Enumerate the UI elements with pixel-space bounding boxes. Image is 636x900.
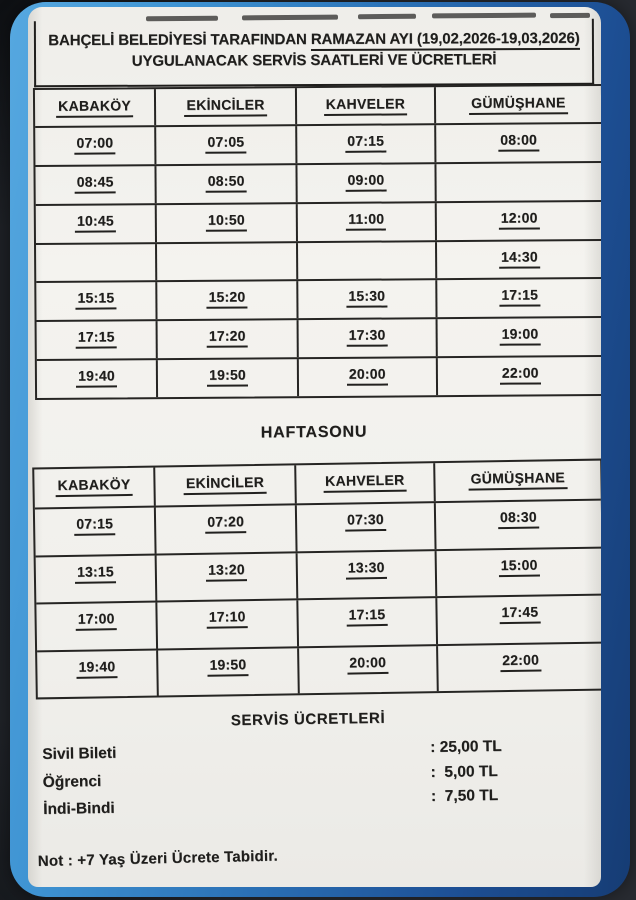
- time-cell: 15:15: [36, 282, 158, 321]
- time-cell: 19:50: [157, 359, 300, 398]
- scan-artifact: [357, 13, 417, 20]
- time-cell: 14:30: [437, 241, 601, 279]
- time-cell: 11:00: [297, 202, 437, 241]
- time-cell: [157, 242, 299, 281]
- title-prefix: BAHÇELİ BELEDİYESİ TARAFINDAN: [48, 31, 307, 50]
- time-cell: 19:40: [37, 650, 159, 698]
- table-row: 19:40 19:50 20:00 22:00: [37, 643, 601, 698]
- time-cell: 15:30: [298, 280, 438, 319]
- table-row: 07:00 07:05 07:15 08:00: [35, 124, 601, 167]
- weekend-schedule-table: KABAKÖY EKİNCİLER KAHVELER GÜMÜŞHANE 07:15 07…: [32, 458, 601, 700]
- time-cell: 20:00: [299, 645, 439, 694]
- table-row: 17:15 17:20 17:30 19:00: [36, 318, 601, 362]
- fee-label: İndi-Bindi: [43, 799, 115, 818]
- time-cell: 17:15: [298, 598, 438, 646]
- header-cell: KABAKÖY: [34, 89, 157, 126]
- fee-price: : 25,00 TL: [430, 737, 502, 756]
- title-line-2: UYGULANACAK SERVİS SAATLERİ VE ÜCRETLERİ: [131, 51, 497, 70]
- time-cell: 08:30: [436, 501, 601, 549]
- weekend-heading: HAFTASONU: [260, 423, 368, 442]
- time-cell: 13:15: [35, 555, 158, 603]
- header-cell: EKİNCİLER: [155, 465, 297, 506]
- title-highlight: RAMAZAN AYI (19,02,2026-19,03,2026): [310, 29, 580, 52]
- time-cell: [36, 243, 158, 282]
- fee-price: : 5,00 TL: [430, 762, 498, 781]
- page-title: BAHÇELİ BELEDİYESİ TARAFINDAN RAMAZAN AY…: [33, 18, 595, 88]
- time-cell: 10:50: [156, 203, 299, 242]
- header-cell: EKİNCİLER: [156, 88, 298, 126]
- document-page: BAHÇELİ BELEDİYESİ TARAFINDAN RAMAZAN AY…: [28, 7, 601, 887]
- header-row: KABAKÖY EKİNCİLER KAHVELER GÜMÜŞHANE: [34, 86, 601, 128]
- time-cell: 22:00: [438, 357, 601, 395]
- time-cell: 17:15: [437, 279, 601, 317]
- footer-note: Not : +7 Yaş Üzeri Ücrete Tabidir.: [37, 847, 279, 870]
- time-cell: 08:50: [156, 165, 298, 203]
- header-cell: KABAKÖY: [34, 467, 156, 508]
- fee-labels: Sivil Bileti Öğrenci İndi-Bindi: [42, 740, 118, 824]
- table-row: 19:40 19:50 20:00 22:00: [36, 357, 601, 398]
- time-cell: 07:05: [156, 126, 298, 164]
- table-row: 14:30: [36, 240, 601, 284]
- fee-label: Sivil Bileti: [42, 744, 117, 763]
- table-row: 10:45 10:50 11:00 12:00: [35, 201, 601, 245]
- photo-frame: BAHÇELİ BELEDİYESİ TARAFINDAN RAMAZAN AY…: [10, 2, 630, 897]
- time-cell: 07:00: [35, 127, 157, 165]
- time-cell: 15:00: [436, 548, 601, 596]
- header-cell: GÜMÜŞHANE: [436, 86, 601, 123]
- scan-artifact: [431, 12, 537, 19]
- time-cell: 08:00: [436, 124, 601, 162]
- time-cell: 13:20: [156, 552, 299, 601]
- time-cell: 07:30: [296, 503, 437, 551]
- time-cell: 09:00: [297, 164, 437, 202]
- time-cell: 19:40: [36, 360, 159, 398]
- weekday-schedule-table: KABAKÖY EKİNCİLER KAHVELER GÜMÜŞHANE 07:00 07…: [32, 84, 601, 400]
- time-cell: 07:20: [155, 505, 298, 554]
- time-cell: 19:50: [158, 647, 300, 696]
- time-cell: 17:10: [157, 600, 300, 649]
- time-cell: 22:00: [438, 643, 601, 691]
- time-cell: 19:00: [437, 318, 601, 356]
- time-cell: 13:30: [297, 550, 437, 599]
- time-cell: 17:45: [437, 596, 601, 644]
- time-cell: 17:15: [36, 321, 158, 360]
- header-cell: KAHVELER: [296, 463, 436, 504]
- title-line-1: BAHÇELİ BELEDİYESİ TARAFINDAN RAMAZAN AY…: [36, 28, 592, 52]
- time-cell: 20:00: [298, 358, 438, 397]
- table-row: 08:45 08:50 09:00: [35, 162, 601, 206]
- time-cell: 15:20: [157, 281, 299, 320]
- time-cell: 07:15: [297, 125, 437, 164]
- time-cell: [436, 163, 601, 201]
- fee-prices: : 25,00 TL : 5,00 TL : 7,50 TL: [430, 735, 503, 810]
- time-cell: 07:15: [34, 507, 157, 555]
- table-row: 15:15 15:20 15:30 17:15: [36, 279, 601, 323]
- time-cell: 17:00: [36, 602, 159, 650]
- header-cell: KAHVELER: [296, 87, 436, 125]
- time-cell: 12:00: [436, 202, 601, 240]
- time-cell: 17:30: [298, 319, 438, 358]
- fee-price: : 7,50 TL: [430, 786, 499, 805]
- time-cell: 17:20: [157, 320, 299, 359]
- header-cell: GÜMÜŞHANE: [435, 461, 601, 502]
- document-content: BAHÇELİ BELEDİYESİ TARAFINDAN RAMAZAN AY…: [28, 7, 601, 887]
- scan-artifact: [549, 12, 591, 19]
- fees-heading: SERVİS ÜCRETLERİ: [230, 709, 386, 730]
- time-cell: 10:45: [35, 204, 158, 243]
- time-cell: 08:45: [35, 165, 157, 204]
- time-cell: [298, 241, 437, 280]
- fee-label: Öğrenci: [42, 772, 102, 791]
